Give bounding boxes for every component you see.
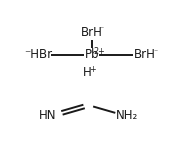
Text: +: + xyxy=(89,65,95,74)
Text: H: H xyxy=(83,66,91,79)
Text: HN: HN xyxy=(39,109,57,122)
Text: BrH: BrH xyxy=(134,48,156,61)
Text: ⁻HBr: ⁻HBr xyxy=(24,48,52,61)
Text: 2+: 2+ xyxy=(93,47,105,56)
Text: Pb: Pb xyxy=(84,48,99,61)
Text: ⁻: ⁻ xyxy=(100,24,104,33)
Text: NH₂: NH₂ xyxy=(116,109,138,122)
Text: ⁻: ⁻ xyxy=(153,47,157,56)
Text: BrH: BrH xyxy=(81,26,103,39)
